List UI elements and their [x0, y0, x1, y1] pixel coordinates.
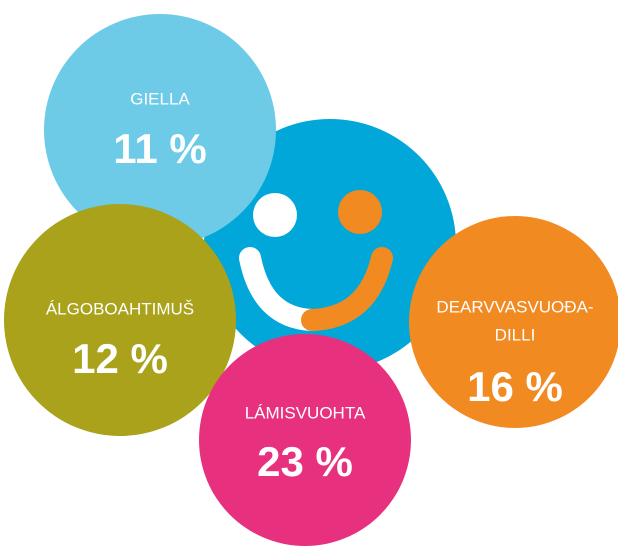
bubble-value: 12 %	[72, 335, 168, 382]
bubble-label: ÁLGOBOAHTIMUŠ	[46, 299, 194, 318]
bubble-value: 23 %	[257, 438, 353, 485]
smiley	[204, 119, 456, 371]
bubble-label: DILLI	[495, 325, 536, 344]
bubble-label: LÁMISVUOHTA	[245, 403, 366, 422]
bubbles: GIELLA 11 % ÁLGOBOAHTIMUŠ 12 % LÁMISVUOHTA 23…	[4, 14, 618, 546]
left-eye	[253, 193, 297, 237]
bubble	[44, 14, 276, 246]
bubble	[4, 204, 236, 436]
bubble-value: 16 %	[467, 363, 563, 410]
smile-right	[301, 247, 393, 331]
bubble-value: 11 %	[113, 125, 206, 172]
right-eye	[338, 190, 382, 234]
bubble	[199, 334, 411, 546]
bubble-label: DEARVVASVUOĐA-	[436, 297, 593, 316]
bubble-label: GIELLA	[130, 89, 190, 108]
bubble	[409, 216, 618, 428]
